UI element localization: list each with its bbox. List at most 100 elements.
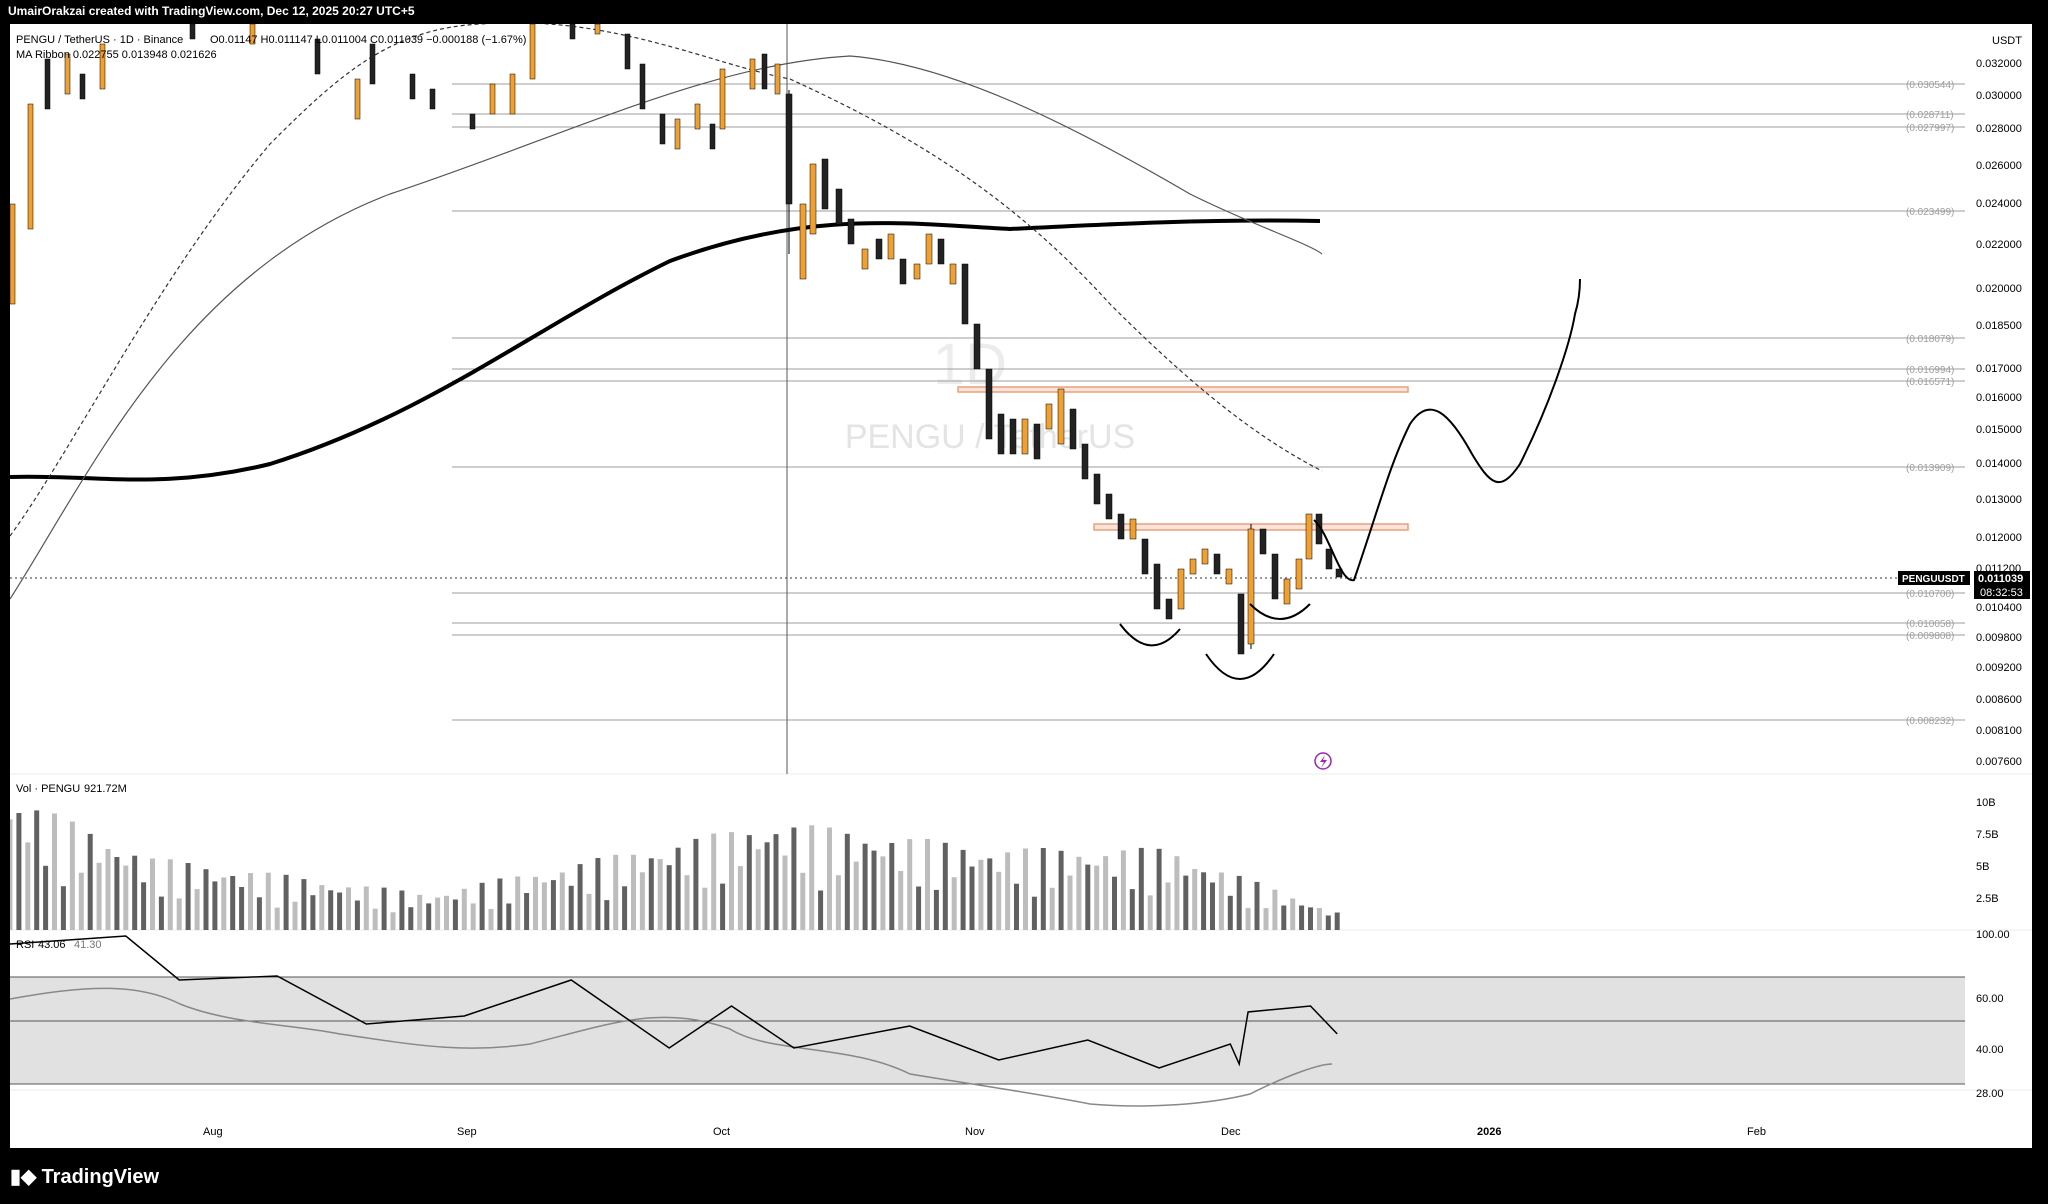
volume-bar (613, 854, 619, 930)
level-label: (0.016571) (1906, 377, 1954, 388)
volume-bar (479, 882, 485, 930)
volume-bar (34, 810, 40, 930)
volume-bar (372, 908, 378, 930)
volume-bar (354, 900, 360, 930)
candle (1201, 548, 1209, 565)
rsi-label: RSI (16, 939, 34, 951)
candle (799, 203, 807, 280)
tradingview-logo[interactable]: ▮◆ TradingView (10, 1164, 159, 1189)
price-tick: 0.010400 (1976, 602, 2022, 614)
candle (821, 158, 829, 210)
candle (1021, 418, 1029, 455)
volume-bar (25, 842, 31, 930)
volume-bar (52, 813, 57, 930)
volume-bar (185, 863, 191, 930)
candle (1177, 568, 1185, 610)
volume-bar (194, 889, 200, 930)
volume-bar (684, 875, 690, 930)
candle (189, 23, 196, 40)
volume-value: 921.72M (84, 783, 127, 795)
candle (997, 413, 1005, 455)
volume-bar (1290, 898, 1296, 930)
candle (774, 63, 781, 95)
candle (899, 258, 907, 285)
volume-bar (248, 873, 253, 930)
price-tick: 0.014000 (1976, 458, 2022, 470)
volume-bar (132, 855, 138, 930)
candle (9, 203, 16, 305)
candle (749, 58, 756, 90)
candle-last (1335, 568, 1343, 578)
volume-bar (417, 894, 423, 930)
volume-bar (399, 890, 405, 930)
rsi-ma-line (9, 987, 1333, 1107)
candle (674, 118, 681, 150)
volume-bar (1299, 905, 1305, 930)
level-label: (0.030544) (1906, 80, 1954, 91)
candle (1081, 443, 1089, 480)
volume-bar (639, 872, 645, 930)
level-label: (0.010700) (1906, 589, 1954, 600)
volume-bar (933, 889, 939, 930)
price-axis-ticks: 0.032000 0.030000 0.028000 0.026000 0.02… (1976, 58, 2022, 768)
level-label: (0.010058) (1906, 619, 1954, 630)
volume-bar (773, 834, 779, 930)
volume-bar (515, 876, 521, 930)
candle (594, 23, 601, 35)
volume-bar (862, 843, 868, 930)
price-axis-currency: USDT (1992, 35, 2022, 47)
volume-bar (256, 897, 262, 930)
candle (64, 53, 71, 95)
volume-bar (292, 901, 298, 930)
candle (761, 53, 768, 90)
volume-bar (381, 887, 387, 930)
volume-bar (1138, 847, 1144, 930)
volume-bar (310, 895, 316, 930)
volume-bar (1254, 881, 1260, 930)
candle (1225, 568, 1233, 585)
candle (1247, 528, 1255, 645)
volume-bar (363, 886, 369, 930)
candle (1271, 553, 1279, 600)
volume-bar (960, 849, 966, 930)
price-tick: 0.030000 (1976, 90, 2022, 102)
price-tick: 0.022000 (1976, 239, 2022, 251)
rsi-band (10, 977, 1965, 1084)
volume-bar (711, 833, 717, 930)
chart-area[interactable]: 1D PENGU / TetherUS (7, 22, 2032, 1148)
volume-bar (729, 832, 734, 930)
price-tick: 0.026000 (1976, 160, 2022, 172)
chart-svg[interactable]: 1D PENGU / TetherUS (7, 22, 2032, 1148)
candle (79, 73, 86, 100)
volume-bar (158, 896, 164, 930)
candle (1165, 598, 1173, 620)
volume-bar (461, 888, 467, 930)
ma-ribbon-short (9, 22, 1323, 537)
price-tick: 0.008600 (1976, 694, 2022, 706)
candle (99, 43, 106, 90)
candle (369, 43, 376, 85)
price-tick: 0.018500 (1976, 320, 2022, 332)
price-tick: 0.009200 (1976, 662, 2022, 674)
candle (694, 103, 701, 130)
volume-bar (1103, 856, 1109, 930)
volume-bar (604, 900, 610, 930)
volume-bar (337, 892, 343, 930)
volume-bar (167, 859, 173, 930)
volume-bar (1129, 889, 1135, 930)
rsi-tick: 40.00 (1976, 1044, 2004, 1056)
price-tick: 0.020000 (1976, 283, 2022, 295)
volume-bar (506, 903, 512, 930)
resistance-zone-upper[interactable] (957, 386, 1409, 393)
volume-tick: 7.5B (1976, 829, 1999, 841)
candle (1057, 388, 1065, 445)
volume-bar (746, 835, 752, 930)
candle (1259, 528, 1267, 555)
candle (1305, 513, 1313, 560)
volume-bar (907, 839, 913, 930)
volume-bar (1076, 856, 1082, 930)
flash-icon[interactable] (1314, 752, 1332, 770)
volume-bar (648, 858, 654, 930)
rsi-line (9, 935, 1338, 1069)
volume-bar (1210, 882, 1215, 930)
